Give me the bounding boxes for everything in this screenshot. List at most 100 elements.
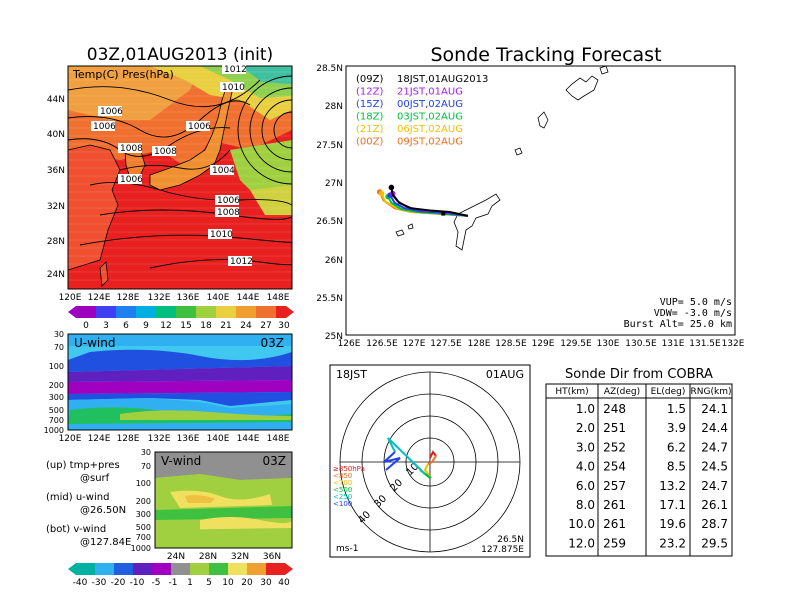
surface-map-lon-axis: 120E 124E 128E 132E 136E 140E 144E 148E bbox=[59, 293, 290, 303]
u-wind-label: U-wind bbox=[74, 336, 115, 350]
v-wind-lat-axis: 24N 28N 32N 36N bbox=[167, 552, 281, 562]
lat-tick: 27N bbox=[325, 179, 343, 189]
lon-tick: 130.5E bbox=[625, 339, 657, 349]
table-cell: 1.0 bbox=[576, 402, 595, 416]
v-wind-label: V-wind bbox=[161, 454, 201, 468]
polar-lon: 127.875E bbox=[481, 545, 524, 555]
polar-unit: ms-1 bbox=[336, 544, 358, 554]
tracking-coastlines bbox=[395, 66, 609, 251]
colorbar-tick: 1 bbox=[187, 578, 193, 588]
colorbar-tick: 24 bbox=[240, 321, 252, 331]
lat-tick: 25.5N bbox=[316, 294, 343, 304]
lon-tick: 129.5E bbox=[560, 339, 592, 349]
lat-tick: 27.5N bbox=[316, 141, 343, 151]
lon-tick: 144E bbox=[237, 293, 260, 303]
sonde-table-title: Sonde Dir from COBRA bbox=[565, 367, 713, 382]
track-endpoint bbox=[378, 190, 385, 197]
table-cell: 261 bbox=[603, 498, 626, 512]
table-cell: 248 bbox=[603, 402, 626, 416]
lat-tick: 28.5N bbox=[316, 64, 343, 74]
lon-tick: 132E bbox=[148, 293, 171, 303]
table-cell: 252 bbox=[603, 440, 626, 454]
legend-key: (15Z) bbox=[356, 99, 383, 110]
table-cell: 6.2 bbox=[667, 440, 686, 454]
v-wind-frame bbox=[154, 451, 293, 549]
lon-tick: 148E bbox=[267, 293, 290, 303]
table-cell: 12.0 bbox=[568, 536, 595, 550]
table-cell: 24.4 bbox=[701, 421, 728, 435]
legend-key: (18Z) bbox=[356, 112, 383, 123]
note-bot-sub: @127.84E bbox=[80, 537, 131, 548]
isobar-labels: 1012 1010 1006 1006 1006 1008 1008 1006 … bbox=[91, 64, 253, 267]
p-tick: 70 bbox=[54, 343, 64, 352]
hodo-segment-top bbox=[383, 451, 401, 471]
polar-time: 18JST bbox=[336, 368, 367, 381]
lat-tick: 26N bbox=[325, 256, 343, 266]
p-tick: 30 bbox=[54, 330, 64, 339]
lon-tick: 131E bbox=[662, 339, 685, 349]
lon-tick: 128.5E bbox=[495, 339, 527, 349]
isobar-label: 1006 bbox=[100, 107, 123, 117]
v-wind-field bbox=[155, 452, 292, 548]
table-cell: 6.0 bbox=[576, 479, 595, 493]
table-cell: 24.7 bbox=[701, 440, 728, 454]
lon-tick: 128E bbox=[468, 339, 491, 349]
colorbar-tick: 6 bbox=[123, 321, 129, 331]
tracking-lat-axis: 25N 25.5N 26N 26.5N 27N 27.5N 28N 28.5N bbox=[316, 64, 343, 342]
u-wind-time: 03Z bbox=[261, 336, 285, 350]
lat-tick: 25N bbox=[325, 332, 343, 342]
wind-colorbar-ticks: -40 -30 -20 -10 -5 -1 1 5 10 20 30 40 bbox=[73, 578, 290, 588]
note-bot: (bot) v-wind bbox=[46, 524, 106, 535]
hodo-segment-700 bbox=[427, 455, 437, 465]
tracking-legend: (09Z) 18JST,01AUG2013 (12Z) 21JST,01AUG (15Z… bbox=[356, 74, 488, 148]
lon-tick: 130E bbox=[597, 339, 620, 349]
colorbar-tick: 0 bbox=[83, 321, 89, 331]
island-shape bbox=[407, 223, 414, 230]
lon-tick: 136E bbox=[177, 434, 200, 444]
table-cell: 24.1 bbox=[701, 402, 728, 416]
surface-map-field bbox=[68, 66, 292, 289]
table-cell: 8.5 bbox=[667, 460, 686, 474]
u-wind-field bbox=[68, 334, 292, 430]
isobar-label: 1008 bbox=[217, 208, 240, 218]
colorbar-tick: -5 bbox=[152, 578, 161, 588]
surface-map-label: Temp(C) Pres(hPa) bbox=[72, 68, 174, 81]
island-shape bbox=[599, 66, 609, 75]
table-cell: 24.5 bbox=[701, 460, 728, 474]
p-tick: 700 bbox=[136, 533, 151, 542]
table-cell: 254 bbox=[603, 460, 626, 474]
island-shape bbox=[537, 111, 549, 129]
lat-tick: 44N bbox=[47, 95, 65, 105]
polar-legend-item: <500 bbox=[333, 486, 352, 494]
polar-rings bbox=[339, 371, 521, 553]
lon-tick: 140E bbox=[207, 434, 230, 444]
vup-text: VUP= 5.0 m/s bbox=[660, 297, 732, 308]
legend-label: 21JST,01AUG bbox=[397, 87, 463, 98]
isobar-label: 1008 bbox=[154, 147, 177, 157]
colorbar-tick: 21 bbox=[220, 321, 231, 331]
note-up: (up) tmp+pres bbox=[46, 460, 120, 471]
legend-label: 03JST,02AUG bbox=[397, 112, 463, 123]
tracking-lon-axis: 126E 126.5E 127E 127.5E 128E 128.5E 129E… bbox=[338, 339, 745, 349]
table-cell: 259 bbox=[603, 536, 626, 550]
table-cell: 3.9 bbox=[667, 421, 686, 435]
legend-key: (09Z) bbox=[356, 74, 383, 85]
p-tick: 1000 bbox=[131, 544, 151, 553]
lat-tick: 36N bbox=[263, 552, 281, 562]
lat-tick: 36N bbox=[47, 166, 65, 176]
v-wind-time: 03Z bbox=[263, 454, 287, 468]
p-tick: 1000 bbox=[44, 426, 64, 435]
lon-tick: 126E bbox=[338, 339, 361, 349]
track-series-group bbox=[376, 184, 469, 217]
launch-marker bbox=[441, 211, 446, 216]
isobar-label: 1012 bbox=[224, 65, 247, 75]
lat-tick: 26.5N bbox=[316, 217, 343, 227]
isobar-label: 1006 bbox=[188, 122, 211, 132]
okinawa-island bbox=[453, 193, 501, 251]
lon-tick: 129E bbox=[532, 339, 555, 349]
lat-tick: 40N bbox=[47, 130, 65, 140]
lon-tick: 127E bbox=[403, 339, 426, 349]
surface-map-lat-axis: 24N 28N 32N 36N 40N 44N bbox=[47, 95, 65, 280]
wind-colorbar bbox=[68, 563, 293, 575]
